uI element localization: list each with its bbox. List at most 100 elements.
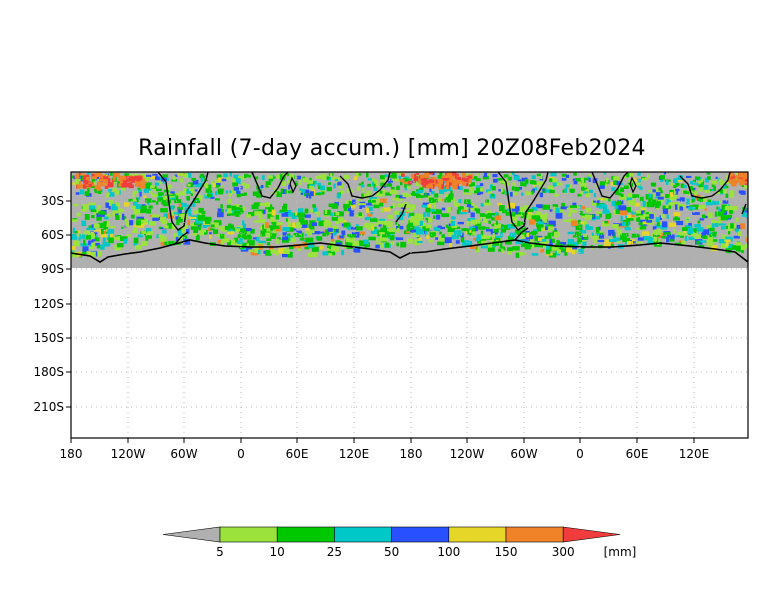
rain-cell [286,235,295,241]
rain-cell [605,178,609,183]
rain-cell [91,178,96,184]
rain-cell [215,191,218,196]
rain-cell [655,224,663,228]
rain-cell [322,175,327,179]
rain-cell [675,188,680,192]
rain-cell [564,187,568,193]
rain-cell [348,206,351,211]
rain-cell [642,210,645,213]
rain-cell [146,208,152,214]
rain-cell [216,174,222,179]
rain-cell [355,224,359,229]
rain-cell [426,235,430,239]
rain-cell [98,211,107,215]
rain-cell [309,230,315,234]
rain-cell [428,197,434,203]
rain-cell [404,183,407,188]
rain-cell [482,175,489,180]
rain-cell [279,173,283,179]
rain-cell [418,237,422,241]
rain-cell [145,228,152,232]
rain-cell [476,185,481,189]
rain-cell [287,210,292,214]
rain-cell [258,213,263,219]
rain-cell [608,229,615,236]
rain-cell [577,236,582,243]
rain-cell [217,208,222,213]
rain-cell [566,247,573,253]
rain-cell [733,179,737,183]
rain-cell [370,212,373,215]
rain-cell [379,190,383,194]
rain-cell [210,224,215,228]
rain-cell [156,234,164,237]
rain-cell [497,202,502,206]
rain-cell [435,237,438,240]
rain-cell [518,221,527,225]
rain-cell [366,190,371,196]
rain-cell [711,245,718,251]
rain-cell [648,193,652,198]
rain-cell [260,185,264,188]
rain-cell [167,222,174,229]
rain-cell [511,216,518,222]
rain-cell [141,178,146,181]
rain-cell [425,207,431,213]
rain-cell [591,202,598,206]
rain-cell [231,178,237,182]
rain-cell [359,231,366,235]
rain-cell [270,233,276,239]
rain-cell [356,172,359,178]
rain-cell [358,183,361,186]
rain-cell [300,220,309,225]
rain-cell [450,180,455,183]
rain-cell [201,211,206,215]
rain-cell [309,252,318,257]
rain-cell [367,213,373,217]
rain-cell [125,221,129,227]
rain-cell [581,177,584,181]
rain-cell [693,179,696,182]
rain-cell [679,206,684,211]
rain-cell [720,182,724,186]
rain-cell [593,200,599,203]
rain-cell [160,208,168,213]
rain-cell [407,194,411,198]
rain-cell [373,187,378,191]
rain-cell [79,234,85,239]
rain-cell [376,192,381,197]
rain-cell [346,187,352,193]
rain-cell [209,190,213,196]
rain-cell [110,225,116,228]
rain-cell [643,237,647,241]
rain-cell [80,173,86,176]
rain-cell [166,178,169,181]
rain-cell [462,209,468,212]
rain-cell [420,174,425,178]
rain-cell [518,206,523,212]
rain-cell [635,241,643,244]
rain-cell [294,181,298,186]
rain-cell [512,182,516,186]
rain-cell [157,197,164,202]
rain-cell [243,235,248,240]
rain-cell [364,216,371,221]
rain-cell [139,183,146,189]
rain-cell [637,237,644,241]
rain-cell [106,221,110,227]
rain-cell [406,178,412,181]
rain-cell [137,197,141,200]
rain-cell [511,192,516,195]
rain-cell [533,181,537,185]
rain-cell [109,192,115,197]
rain-cell [726,243,734,250]
rain-cell [373,183,376,189]
rain-cell [139,208,146,213]
rain-cell [474,190,478,194]
rain-cell [655,217,660,223]
rain-cell [732,176,735,179]
rain-cell [385,242,390,248]
rain-cell [441,207,446,211]
rain-cell [451,182,458,186]
rain-cell [353,246,361,253]
